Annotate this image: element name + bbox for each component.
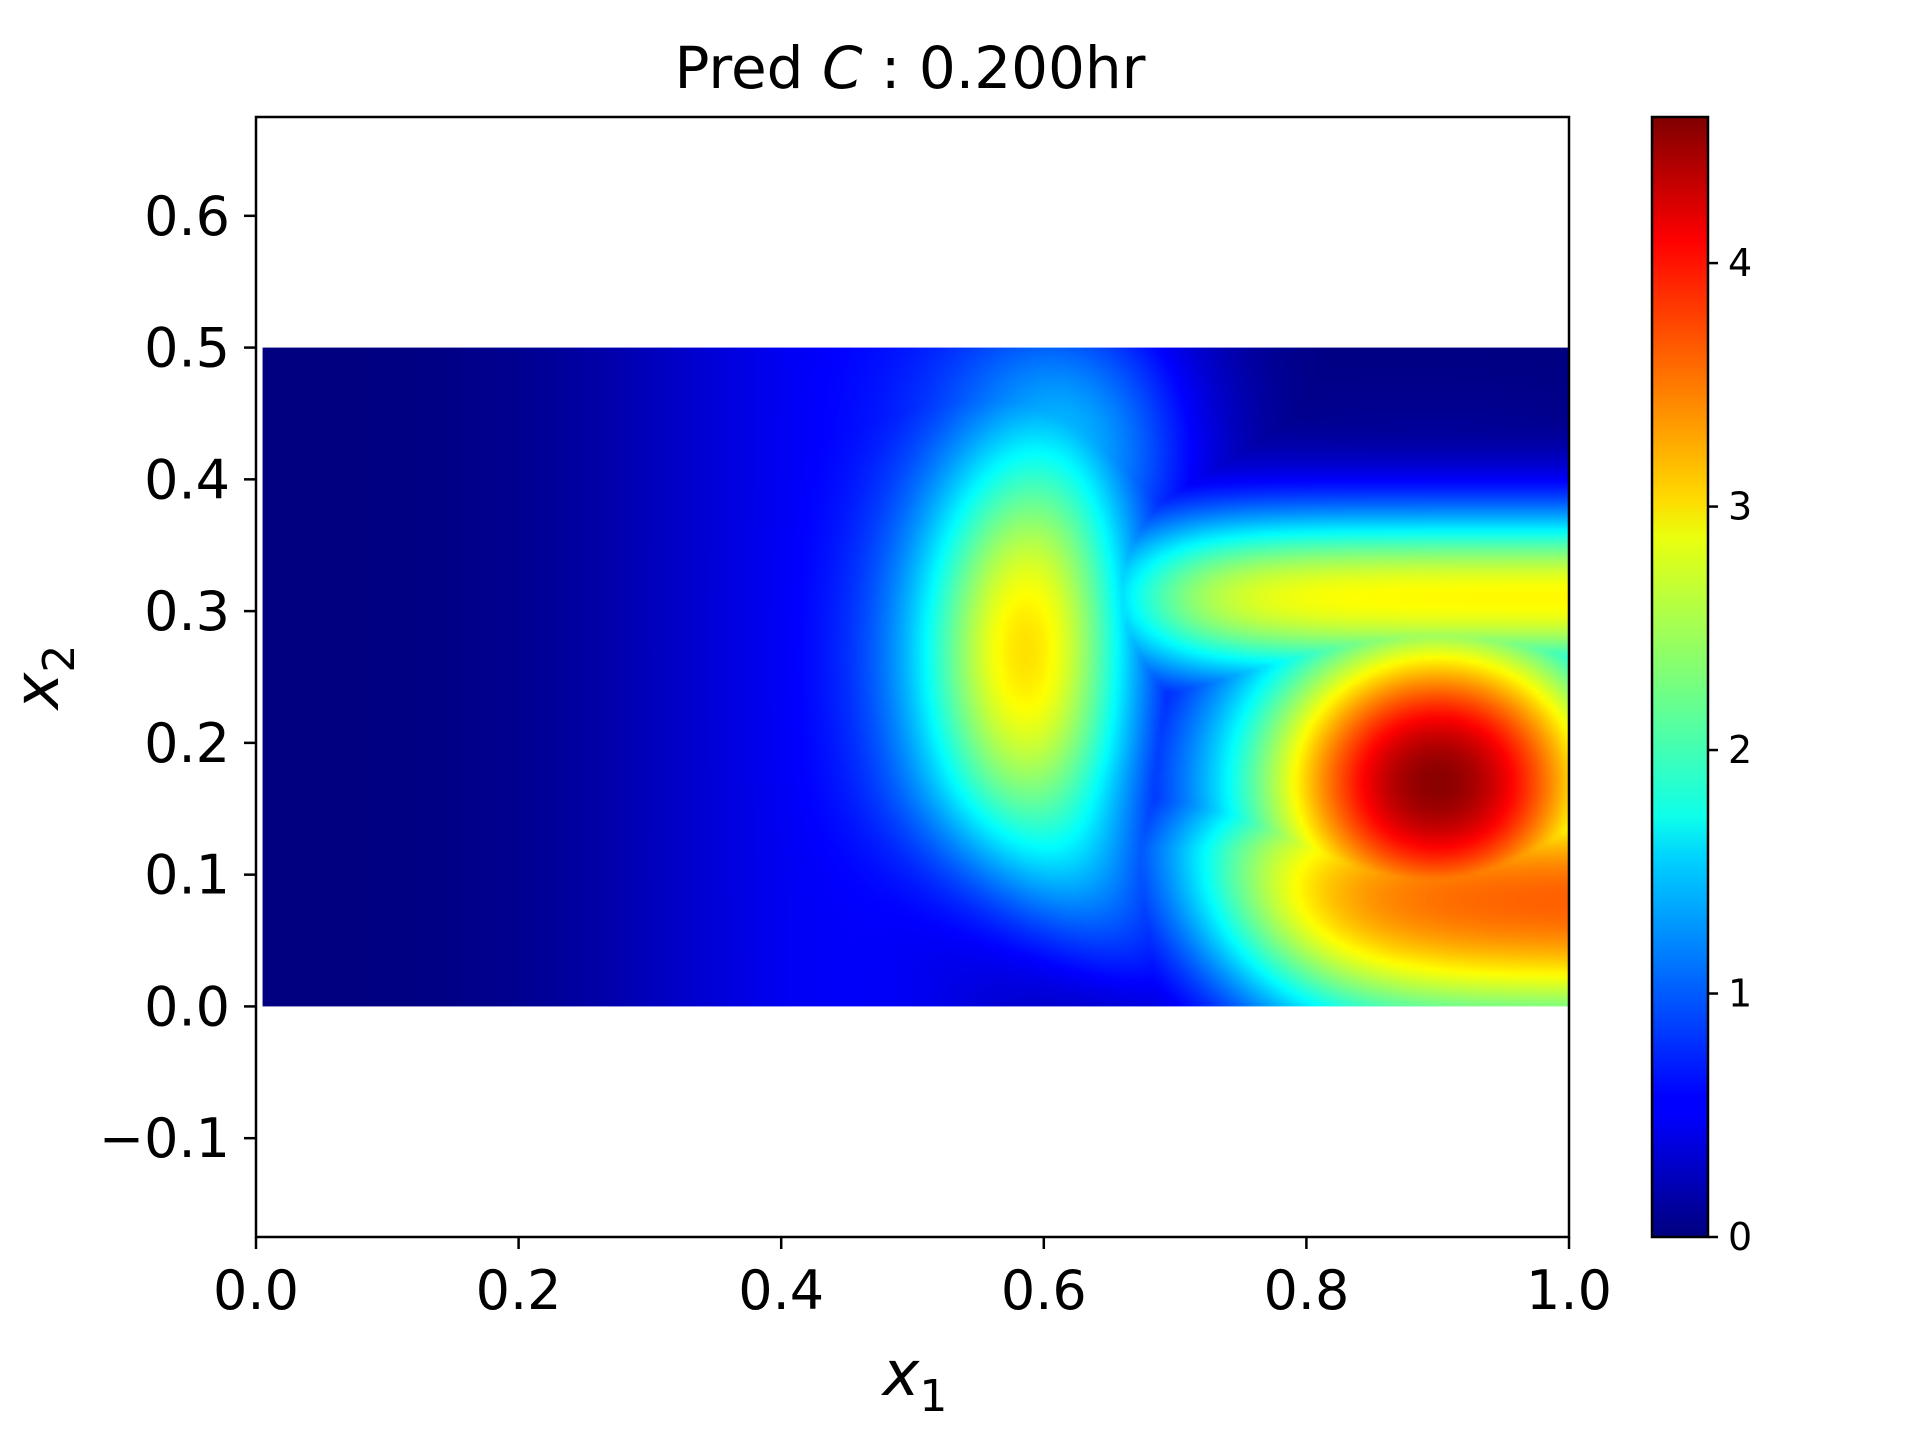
y-tick-label: 0.4 bbox=[144, 448, 230, 511]
x-tick-label: 1.0 bbox=[1526, 1259, 1612, 1322]
y-tick-label: 0.1 bbox=[144, 844, 230, 907]
y-axis-ticks: −0.1 0.0 0.1 0.2 0.3 0.4 0.5 0.6 bbox=[99, 185, 256, 1170]
x-tick-label: 0.6 bbox=[1001, 1259, 1087, 1322]
y-tick-label: 0.2 bbox=[144, 712, 230, 775]
colorbar-tick-label: 3 bbox=[1728, 485, 1752, 529]
colorbar-ticks: 0 1 2 3 4 bbox=[1708, 241, 1752, 1259]
y-axis-label-symbol: x bbox=[0, 671, 73, 711]
y-tick-label: 0.3 bbox=[144, 580, 230, 643]
colorbar-gradient bbox=[1650, 115, 1710, 1239]
colorbar: 0 1 2 3 4 bbox=[1650, 115, 1752, 1259]
chart-title: Pred C : 0.200hr bbox=[674, 34, 1145, 102]
heatmap-field bbox=[262, 347, 1570, 1007]
title-prefix: Pred bbox=[674, 34, 803, 102]
title-time: 0.200hr bbox=[919, 34, 1146, 102]
y-axis-label: x2 bbox=[0, 645, 85, 712]
title-separator: : bbox=[881, 34, 901, 102]
y-tick-label: −0.1 bbox=[99, 1107, 230, 1170]
colorbar-tick-label: 2 bbox=[1728, 728, 1752, 772]
colorbar-tick-label: 0 bbox=[1728, 1215, 1752, 1259]
x-axis-ticks: 0.0 0.2 0.4 0.6 0.8 1.0 bbox=[213, 1237, 1612, 1322]
heatmap-image bbox=[262, 347, 1570, 1007]
y-tick-label: 0.6 bbox=[144, 185, 230, 248]
x-axis-label-subscript: 1 bbox=[919, 1371, 947, 1422]
x-tick-label: 0.2 bbox=[476, 1259, 562, 1322]
y-axis-label-subscript: 2 bbox=[34, 645, 85, 673]
y-tick-label: 0.0 bbox=[144, 975, 230, 1038]
plot-frame bbox=[254, 115, 1571, 1239]
x-tick-label: 0.4 bbox=[738, 1259, 824, 1322]
colorbar-tick-label: 4 bbox=[1728, 241, 1752, 285]
x-axis-label-symbol: x bbox=[881, 1337, 921, 1410]
y-tick-label: 0.5 bbox=[144, 317, 230, 380]
x-axis-label: x1 bbox=[881, 1337, 948, 1422]
x-tick-label: 0.0 bbox=[213, 1259, 299, 1322]
x-tick-label: 0.8 bbox=[1263, 1259, 1349, 1322]
colorbar-tick-label: 1 bbox=[1728, 972, 1752, 1016]
title-variable: C bbox=[822, 34, 863, 102]
